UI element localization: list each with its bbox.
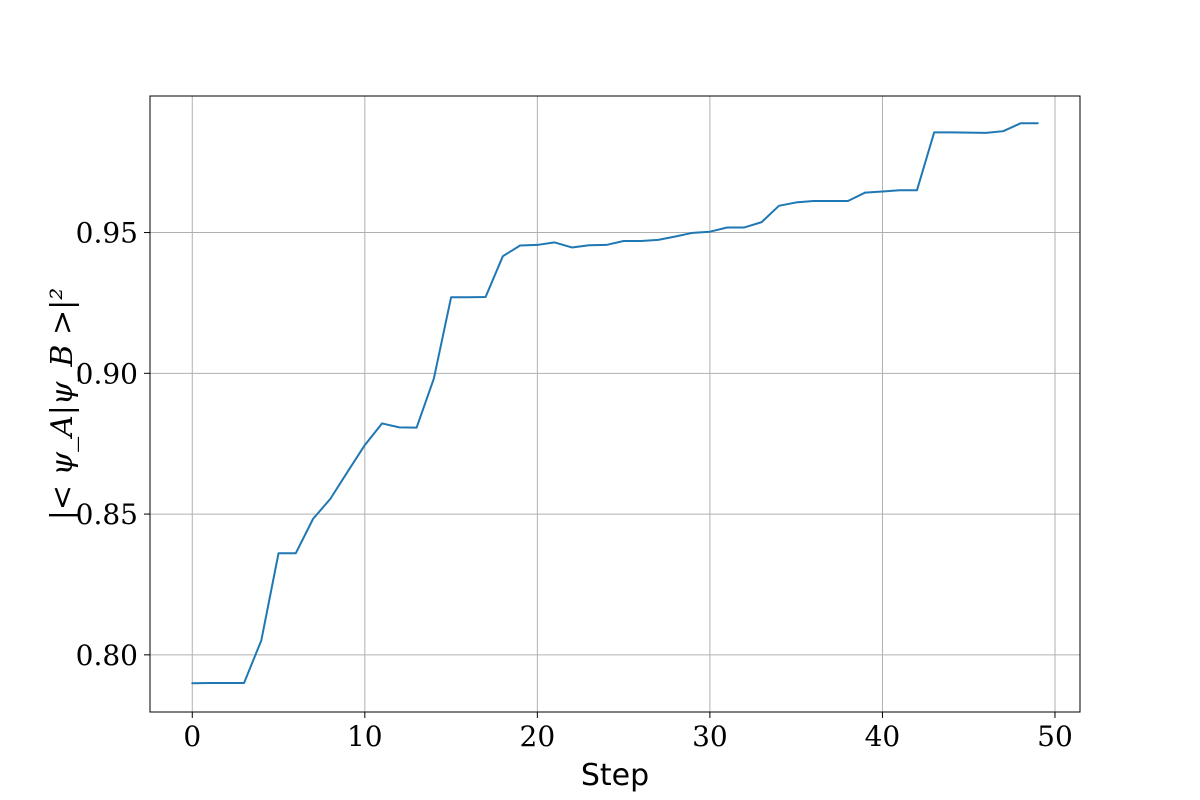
y-tick-label: 0.95: [76, 217, 138, 250]
tick-label-layer: 0 10 20 30 40 50 0.80 0.85 0.90 0.95: [76, 217, 1073, 753]
x-tick-label: 10: [347, 720, 383, 753]
series-layer: [191, 122, 1039, 685]
x-axis-title: Step: [581, 758, 649, 793]
plot-area-frame: [149, 95, 1081, 713]
grid-layer: [150, 96, 1080, 712]
series-line: [191, 122, 1039, 685]
x-tick-label: 0: [183, 720, 201, 753]
x-tick-label: 30: [692, 720, 728, 753]
y-tick-label: 0.85: [76, 498, 138, 531]
tick-layer: [144, 232, 1056, 718]
y-axis-title: |< ψ_A|ψ_B >|²: [45, 288, 80, 520]
x-tick-label: 40: [865, 720, 901, 753]
y-tick-label: 0.90: [76, 357, 138, 390]
y-tick-label: 0.80: [76, 639, 138, 672]
x-tick-label: 20: [520, 720, 556, 753]
x-tick-label: 50: [1037, 720, 1073, 753]
